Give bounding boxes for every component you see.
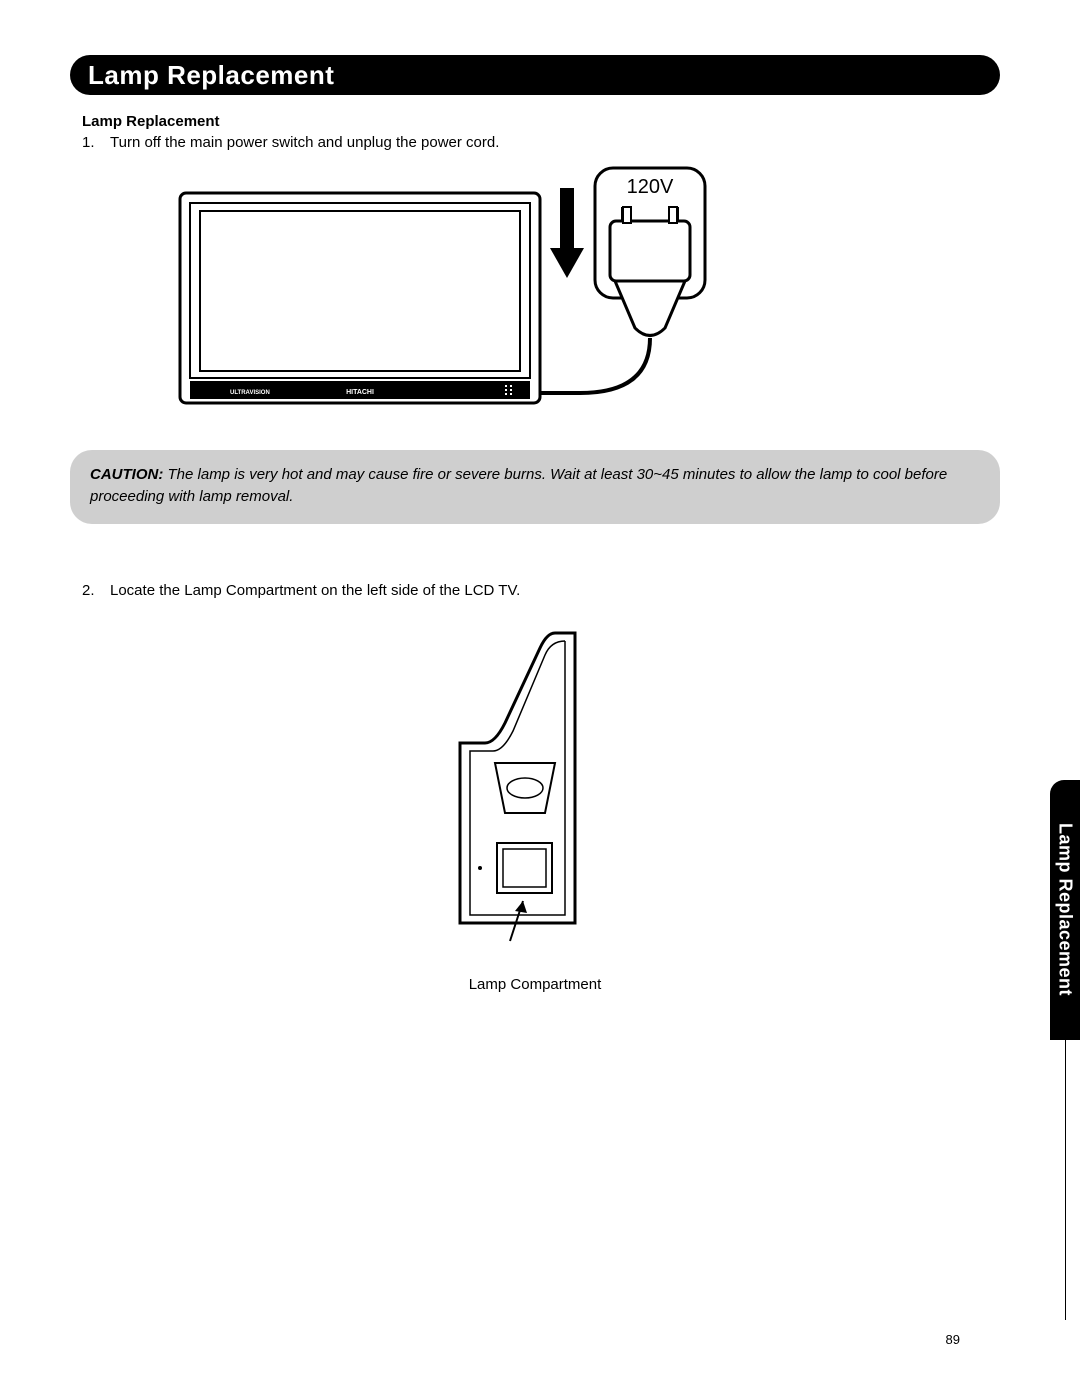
tv-label-left: ULTRAVISION: [230, 390, 270, 396]
step-2-number: 2.: [82, 582, 110, 599]
side-tab: Lamp Replacement: [1050, 780, 1080, 1040]
page-number: 89: [946, 1332, 960, 1347]
figure-2-svg: [425, 623, 645, 963]
outlet-label: 120V: [627, 176, 674, 198]
figure-1: 120V ULTRAVISION HITACHI: [160, 163, 1000, 428]
step-2-text: Locate the Lamp Compartment on the left …: [110, 582, 520, 599]
figure-2-caption: Lamp Compartment: [70, 976, 1000, 993]
title-bar-text: Lamp Replacement: [88, 60, 334, 91]
step-2: 2. Locate the Lamp Compartment on the le…: [82, 582, 1000, 599]
tv-label-right: HITACHI: [346, 389, 374, 396]
step-1-number: 1.: [82, 134, 110, 151]
side-tab-text: Lamp Replacement: [1055, 823, 1076, 996]
caution-label: CAUTION:: [90, 466, 163, 483]
step-1: 1. Turn off the main power switch and un…: [82, 134, 1000, 151]
section-header: Lamp Replacement: [82, 113, 1000, 130]
figure-2: Lamp Compartment: [70, 623, 1000, 993]
caution-text: The lamp is very hot and may cause fire …: [90, 466, 947, 505]
step-1-text: Turn off the main power switch and unplu…: [110, 134, 499, 151]
title-bar: Lamp Replacement: [70, 55, 1000, 95]
caution-box: CAUTION: The lamp is very hot and may ca…: [70, 450, 1000, 524]
figure-1-svg: 120V ULTRAVISION HITACHI: [160, 163, 720, 423]
page-content: Lamp Replacement Lamp Replacement 1. Tur…: [70, 55, 1000, 1347]
